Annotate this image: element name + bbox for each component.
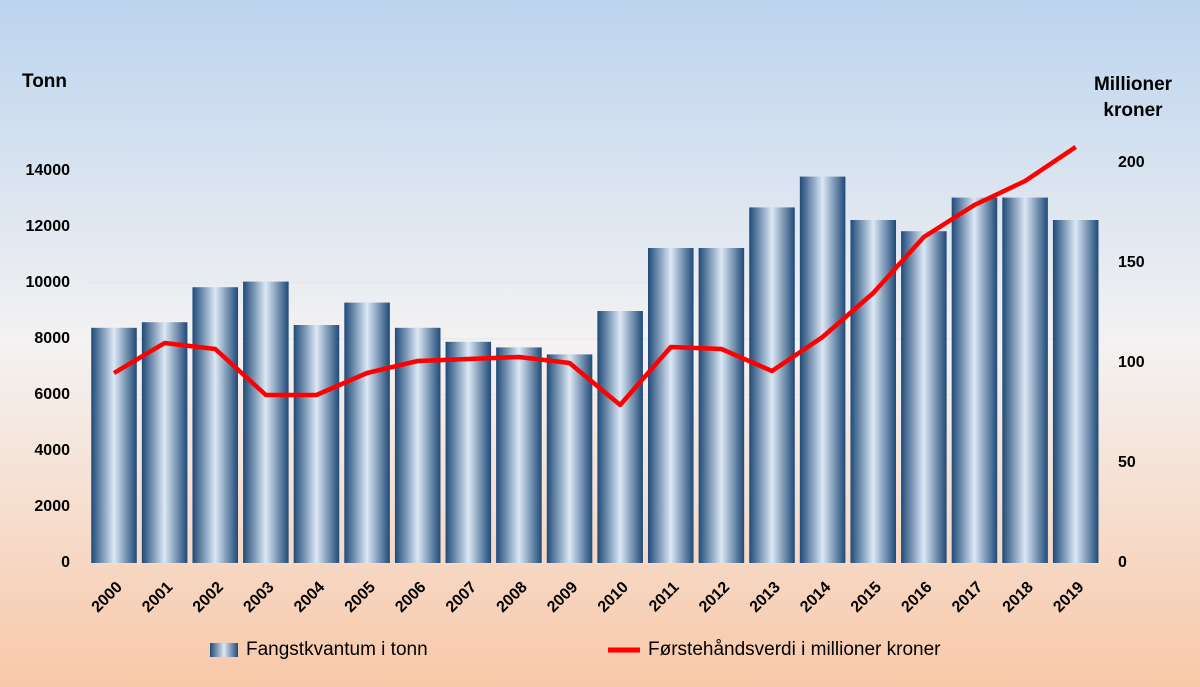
bar bbox=[394, 327, 441, 563]
y-tick-label: 0 bbox=[61, 554, 70, 571]
bar bbox=[344, 302, 390, 563]
bar bbox=[597, 311, 643, 563]
y2-tick-label: 0 bbox=[1118, 554, 1127, 571]
y-tick-label: 12000 bbox=[26, 218, 71, 235]
bar bbox=[91, 327, 137, 563]
bar bbox=[141, 322, 188, 563]
bar bbox=[1052, 220, 1099, 563]
y-tick-label: 6000 bbox=[34, 386, 70, 403]
y-tick-label: 8000 bbox=[34, 330, 70, 347]
y-tick-label: 10000 bbox=[26, 274, 71, 291]
legend-label: Fangstkvantum i tonn bbox=[246, 639, 428, 660]
bar bbox=[647, 248, 694, 563]
bar bbox=[445, 341, 492, 563]
y-tick-label: 4000 bbox=[34, 442, 70, 459]
bar bbox=[546, 354, 593, 563]
y-tick-label: 2000 bbox=[34, 498, 70, 515]
bar bbox=[749, 207, 795, 563]
legend-swatch bbox=[210, 643, 238, 657]
y2-axis-title: Millioner kroner bbox=[1093, 74, 1173, 121]
bar bbox=[951, 197, 998, 563]
legend-label: Førstehåndsverdi i millioner kroner bbox=[648, 639, 941, 660]
bar bbox=[293, 325, 340, 563]
bar bbox=[901, 231, 947, 563]
bar bbox=[243, 281, 289, 563]
bar bbox=[698, 248, 745, 563]
bar bbox=[192, 287, 239, 563]
bar bbox=[496, 347, 542, 563]
bar bbox=[1002, 197, 1048, 563]
y2-tick-label: 200 bbox=[1118, 154, 1145, 171]
y-tick-label: 14000 bbox=[26, 162, 71, 179]
bar bbox=[799, 176, 846, 563]
bar bbox=[850, 220, 897, 563]
y2-tick-label: 150 bbox=[1118, 254, 1145, 271]
y2-tick-label: 100 bbox=[1118, 354, 1145, 371]
line bbox=[112, 145, 1077, 408]
y2-tick-label: 50 bbox=[1118, 454, 1136, 471]
y-axis-title: Tonn bbox=[22, 71, 67, 92]
